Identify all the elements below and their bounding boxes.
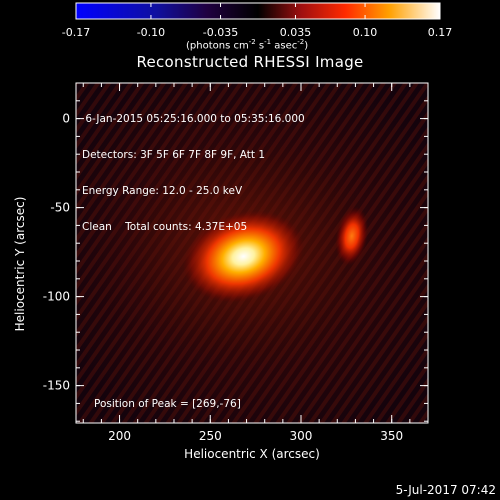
colorbar-gradient	[75, 2, 441, 20]
y-tick-label: -100	[43, 290, 70, 304]
info-block: 6-Jan-2015 05:25:16.000 to 05:35:16.000 …	[82, 89, 305, 245]
x-tick-label: 200	[108, 429, 131, 443]
y-tick-label: -150	[43, 379, 70, 393]
colorbar-tick-label: 0.10	[353, 26, 378, 39]
colorbar-ticks: -0.17 -0.10 -0.035 0.035 0.10 0.17	[62, 3, 452, 39]
info-line-energy: Energy Range: 12.0 - 25.0 keV	[82, 185, 243, 197]
colorbar: -0.17 -0.10 -0.035 0.035 0.10 0.17	[62, 2, 452, 39]
y-axis-label: Heliocentric Y (arcsec)	[13, 196, 27, 332]
hxr-source-main	[182, 210, 304, 303]
colorbar-tick-label: 0.17	[428, 26, 453, 39]
info-line-time: 6-Jan-2015 05:25:16.000 to 05:35:16.000	[82, 113, 305, 125]
peak-position-label: Position of Peak = [269,-76]	[94, 398, 241, 410]
colorbar-tick-label: -0.17	[62, 26, 90, 39]
chart-title: Reconstructed RHESSI Image	[136, 53, 364, 71]
colorbar-unit: (photons cm-2 s-1 asec-2)	[186, 38, 309, 52]
info-line-detectors: Detectors: 3F 5F 6F 7F 8F 9F, Att 1	[82, 149, 266, 161]
y-tick-label: 0	[62, 112, 70, 126]
axis-ticks: 200 250 300 350 0 -50 -100 -150	[43, 82, 429, 443]
x-axis-label: Heliocentric X (arcsec)	[184, 447, 320, 461]
colorbar-tick-label: -0.035	[203, 26, 238, 39]
plot-frame	[75, 82, 429, 424]
colorbar-tick-label: 0.035	[280, 26, 312, 39]
colorbar-tick-label: -0.10	[137, 26, 165, 39]
x-tick-label: 350	[380, 429, 403, 443]
x-tick-label: 300	[290, 429, 313, 443]
y-tick-label: -50	[50, 201, 70, 215]
hxr-source-secondary	[335, 206, 369, 266]
x-tick-label: 250	[199, 429, 222, 443]
info-line-counts: Clean Total counts: 4.37E+05	[82, 221, 248, 233]
footer-date: 5-Jul-2017 07:42	[395, 483, 496, 497]
